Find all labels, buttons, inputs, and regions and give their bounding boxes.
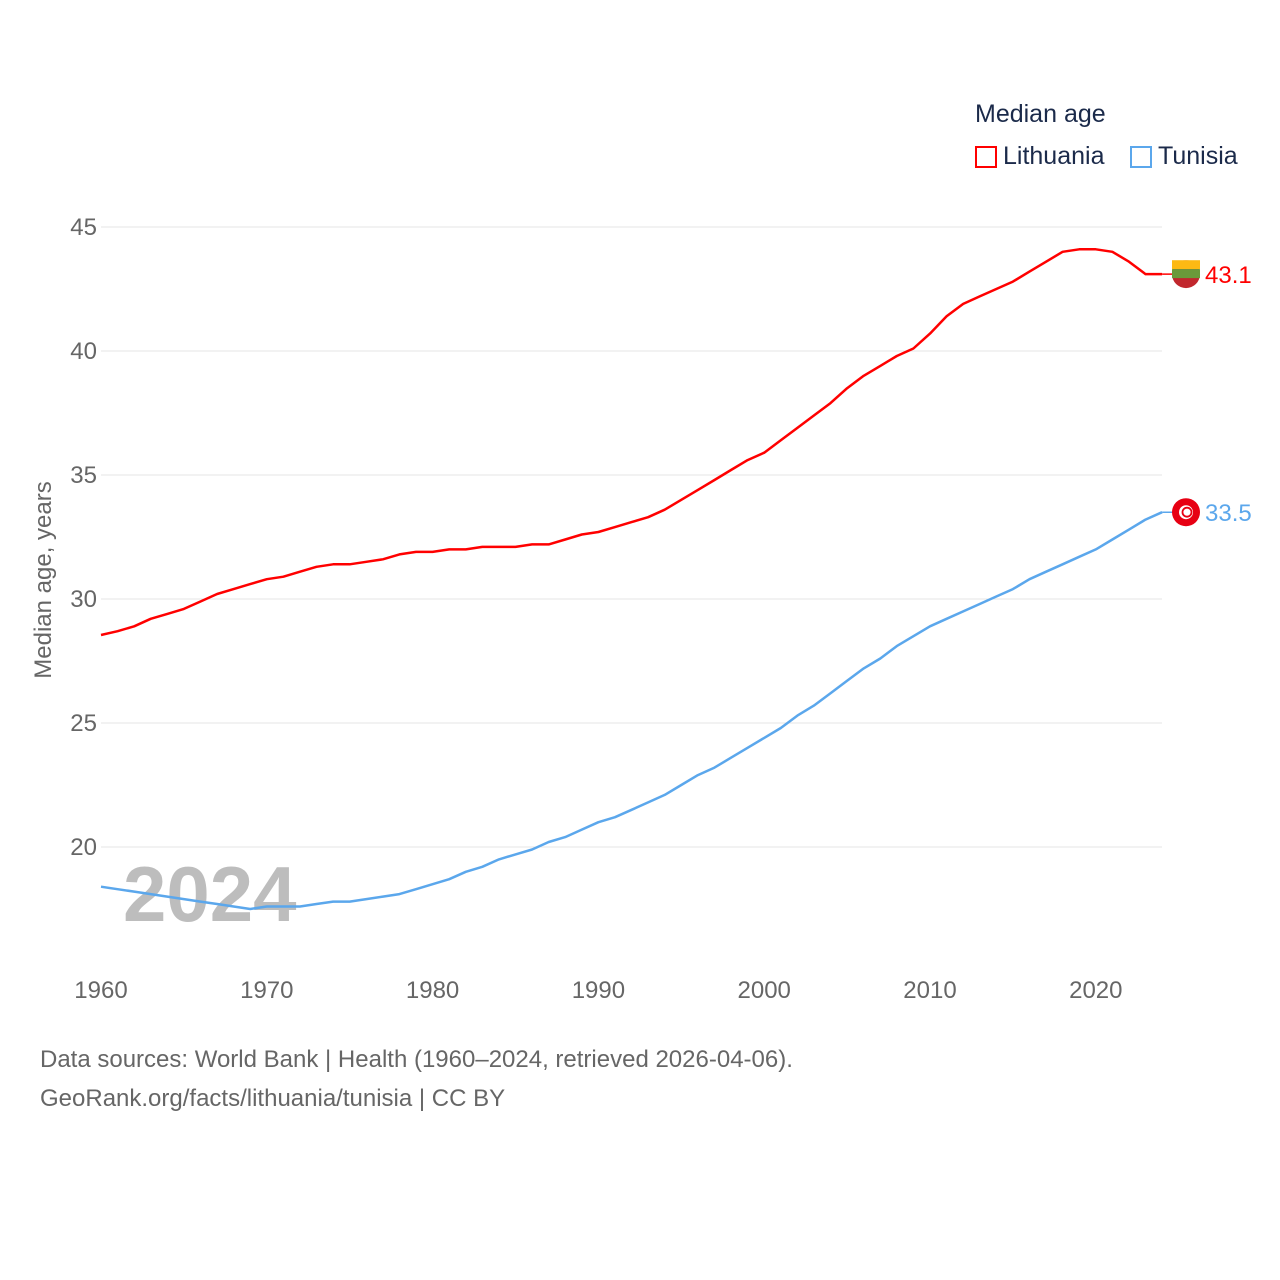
- x-tick-label: 2020: [1069, 977, 1122, 1004]
- y-tick-label: 35: [70, 462, 97, 489]
- end-value-label: 33.5: [1205, 500, 1252, 527]
- x-tick-label: 2010: [903, 977, 956, 1004]
- flag-crescent: [1181, 506, 1193, 518]
- y-tick-label: 25: [70, 710, 97, 737]
- series-line-tunisia: [100, 511, 1163, 911]
- end-value-label: 43.1: [1205, 262, 1252, 289]
- y-tick-label: 20: [70, 834, 97, 861]
- legend-swatch: [1130, 145, 1152, 168]
- source-link[interactable]: GeoRank.org/facts/lithuania/tunisia | CC…: [40, 1085, 506, 1112]
- legend-title: Median age: [975, 100, 1106, 128]
- y-axis-label: Median age, years: [30, 481, 57, 678]
- legend-label: Tunisia: [1158, 142, 1238, 170]
- x-tick-label: 1990: [572, 977, 625, 1004]
- y-tick-label: 40: [70, 338, 97, 365]
- y-tick-label: 30: [70, 586, 97, 613]
- legend-label: Lithuania: [1003, 142, 1105, 170]
- legend-swatch: [975, 145, 997, 168]
- legend-item-tunisia[interactable]: Tunisia: [1130, 142, 1238, 171]
- flag-stripe: [1172, 269, 1200, 279]
- flag-edge: [1172, 258, 1200, 261]
- x-tick-label: 1970: [240, 977, 293, 1004]
- x-tick-label: 2000: [738, 977, 791, 1004]
- y-tick-label: 45: [70, 214, 97, 241]
- source-text: Data sources: World Bank | Health (1960–…: [40, 1046, 793, 1073]
- flag-stripe: [1172, 260, 1200, 270]
- series-line-lithuania: [100, 248, 1163, 637]
- legend-item-lithuania[interactable]: Lithuania: [975, 142, 1104, 171]
- x-tick-label: 1960: [74, 977, 127, 1004]
- x-tick-label: 1980: [406, 977, 459, 1004]
